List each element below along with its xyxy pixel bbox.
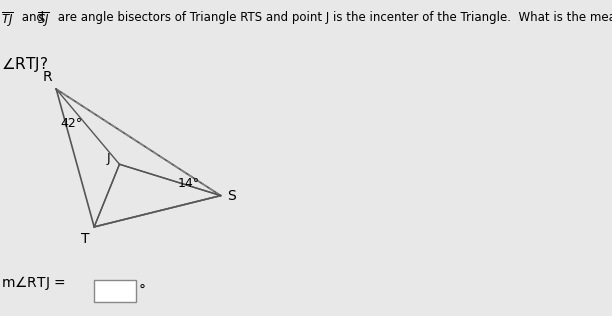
Text: $\angle$RTJ?: $\angle$RTJ?: [1, 55, 48, 74]
Text: °: °: [138, 284, 146, 298]
Text: m$\angle$RTJ =: m$\angle$RTJ =: [1, 274, 66, 292]
Text: are angle bisectors of Triangle RTS and point J is the incenter of the Triangle.: are angle bisectors of Triangle RTS and …: [54, 11, 612, 24]
Text: J: J: [107, 151, 111, 165]
Text: R: R: [43, 70, 53, 83]
Text: S: S: [227, 189, 236, 203]
Text: 14°: 14°: [178, 177, 200, 190]
Text: T: T: [81, 233, 90, 246]
Text: $\overline{TJ}$: $\overline{TJ}$: [1, 11, 14, 29]
FancyBboxPatch shape: [94, 280, 136, 302]
Text: and: and: [18, 11, 48, 24]
Text: $\overline{SJ}$: $\overline{SJ}$: [37, 11, 50, 29]
Text: 42°: 42°: [60, 117, 82, 130]
